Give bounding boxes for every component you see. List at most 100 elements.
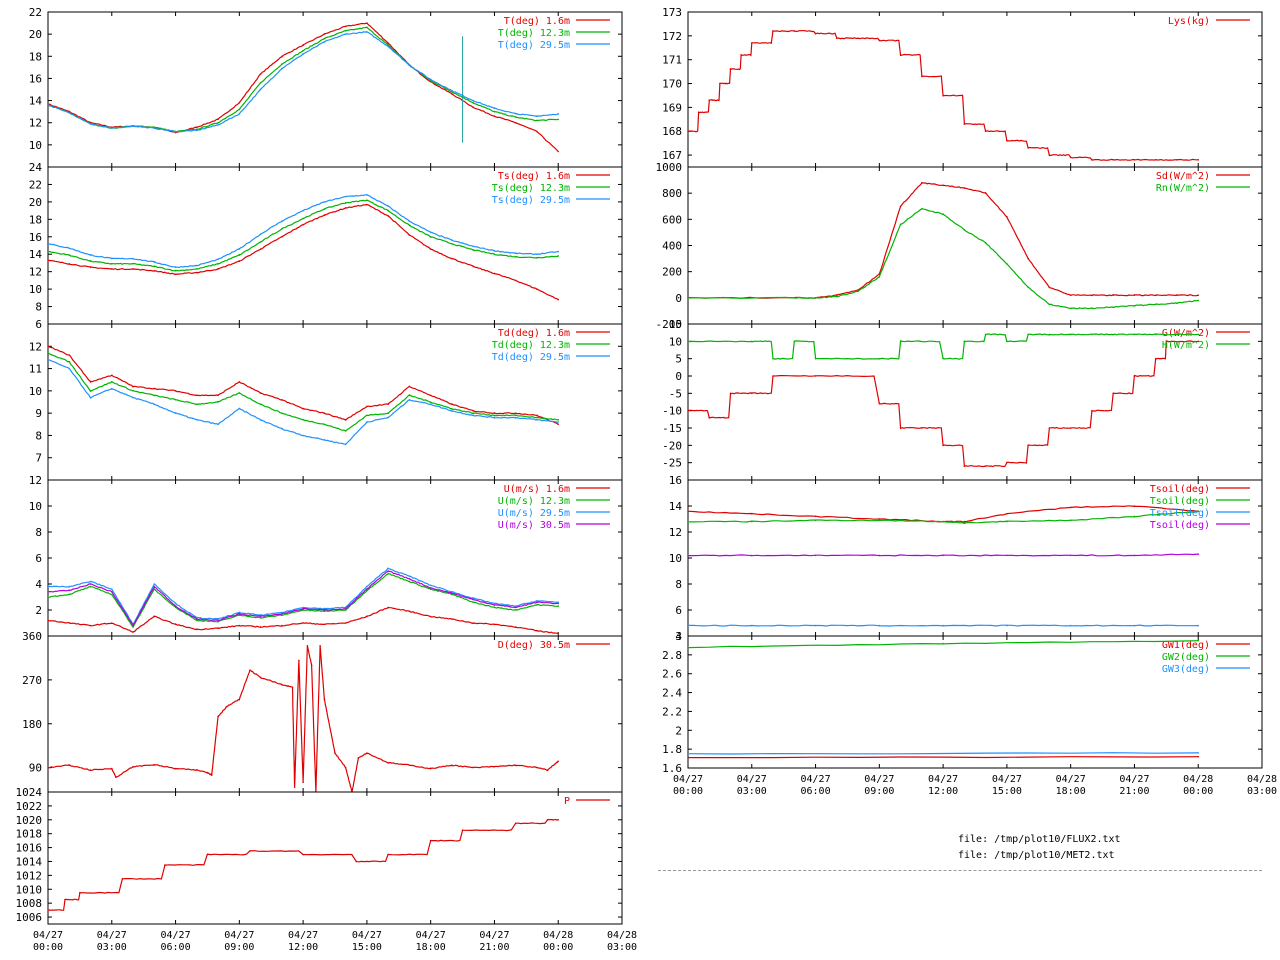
data-point	[1133, 304, 1136, 307]
data-point	[493, 623, 496, 626]
data-point	[238, 113, 241, 115]
data-point	[323, 609, 326, 611]
data-point	[238, 381, 241, 383]
data-point	[921, 208, 923, 210]
data-point	[451, 407, 453, 410]
data-point	[1048, 333, 1051, 336]
y-tick-label: 8	[35, 429, 42, 442]
y-tick-label: -200	[656, 318, 683, 331]
x-tick-label-time: 09:00	[224, 942, 254, 953]
data-point	[536, 256, 538, 259]
legend-label: Td(deg) 29.5m	[492, 352, 570, 363]
y-tick-label: 5	[675, 353, 682, 366]
data-point	[984, 242, 987, 244]
data-point	[153, 615, 156, 618]
data-point	[472, 265, 474, 268]
x-tick-label-date: 04/28	[543, 930, 573, 941]
data-point	[984, 130, 987, 133]
data-point	[451, 403, 453, 406]
data-point	[132, 385, 134, 388]
data-point	[984, 192, 987, 194]
y-tick-label: 2.6	[662, 668, 682, 681]
data-point	[281, 683, 283, 686]
data-point	[132, 125, 134, 127]
data-point	[557, 760, 560, 763]
data-point	[408, 220, 411, 222]
data-point	[302, 407, 304, 410]
data-point	[536, 253, 538, 256]
data-point	[344, 609, 347, 611]
data-point	[238, 248, 241, 250]
data-point	[493, 412, 496, 414]
y-tick-label: 8	[35, 301, 42, 314]
x-tick-label-date: 04/27	[1056, 774, 1086, 785]
x-tick-label-time: 21:00	[1119, 786, 1149, 797]
data-point	[1006, 139, 1008, 142]
data-point	[493, 604, 496, 606]
data-point	[1048, 303, 1051, 306]
data-point	[942, 94, 944, 97]
data-point	[688, 297, 689, 299]
data-point	[1133, 515, 1136, 518]
data-point	[302, 419, 304, 421]
legend-label: U(m/s) 30.5m	[498, 520, 570, 531]
data-point	[281, 63, 283, 65]
data-point	[323, 423, 326, 426]
data-point	[259, 676, 262, 679]
data-point	[1069, 156, 1072, 159]
data-point	[557, 250, 560, 253]
data-point	[323, 439, 326, 441]
data-point	[408, 578, 411, 580]
data-point	[536, 288, 538, 290]
y-tick-label: 0	[675, 370, 682, 383]
data-point	[493, 606, 496, 609]
data-point	[196, 264, 198, 267]
data-point	[942, 554, 944, 557]
data-point	[1006, 340, 1008, 343]
y-tick-label: 1016	[16, 842, 43, 855]
series-line-weight-0	[688, 29, 1199, 161]
data-point	[708, 99, 711, 102]
data-point	[451, 242, 453, 245]
data-point	[153, 763, 156, 766]
panel-soil-temp: 46810121416Tsoil(deg)Tsoil(deg)Tsoil(deg…	[669, 474, 1263, 643]
data-point	[1091, 159, 1093, 161]
data-point	[1165, 340, 1168, 343]
data-point	[493, 110, 496, 113]
data-point	[1176, 302, 1178, 304]
data-point	[514, 609, 517, 611]
data-point	[153, 588, 156, 590]
data-point	[132, 631, 134, 633]
y-tick-label: 8	[675, 578, 682, 591]
data-point	[963, 520, 966, 523]
data-point	[536, 604, 538, 606]
data-point	[174, 398, 177, 401]
data-point	[899, 205, 902, 208]
data-point	[536, 416, 538, 419]
data-point	[836, 37, 838, 40]
data-point	[429, 587, 432, 589]
data-point	[536, 115, 538, 117]
data-point	[196, 126, 198, 128]
data-point	[688, 520, 689, 523]
series-line-surface-temp-2	[48, 194, 559, 269]
data-point	[281, 398, 283, 401]
y-tick-label: 2.2	[662, 705, 682, 718]
data-point	[323, 607, 326, 610]
data-point	[793, 30, 796, 32]
data-point	[984, 465, 987, 467]
data-point	[451, 764, 453, 766]
data-point	[132, 624, 134, 627]
y-tick-label: 2.4	[662, 687, 682, 700]
data-point	[942, 642, 944, 645]
data-point	[217, 118, 219, 121]
data-point	[238, 698, 241, 701]
y-tick-label: 24	[29, 161, 43, 174]
data-point	[281, 427, 283, 430]
separator-line	[658, 870, 1262, 871]
data-point	[750, 554, 753, 557]
data-point	[536, 766, 538, 769]
data-point	[1197, 159, 1200, 161]
data-point	[857, 37, 859, 40]
data-point	[772, 30, 774, 32]
